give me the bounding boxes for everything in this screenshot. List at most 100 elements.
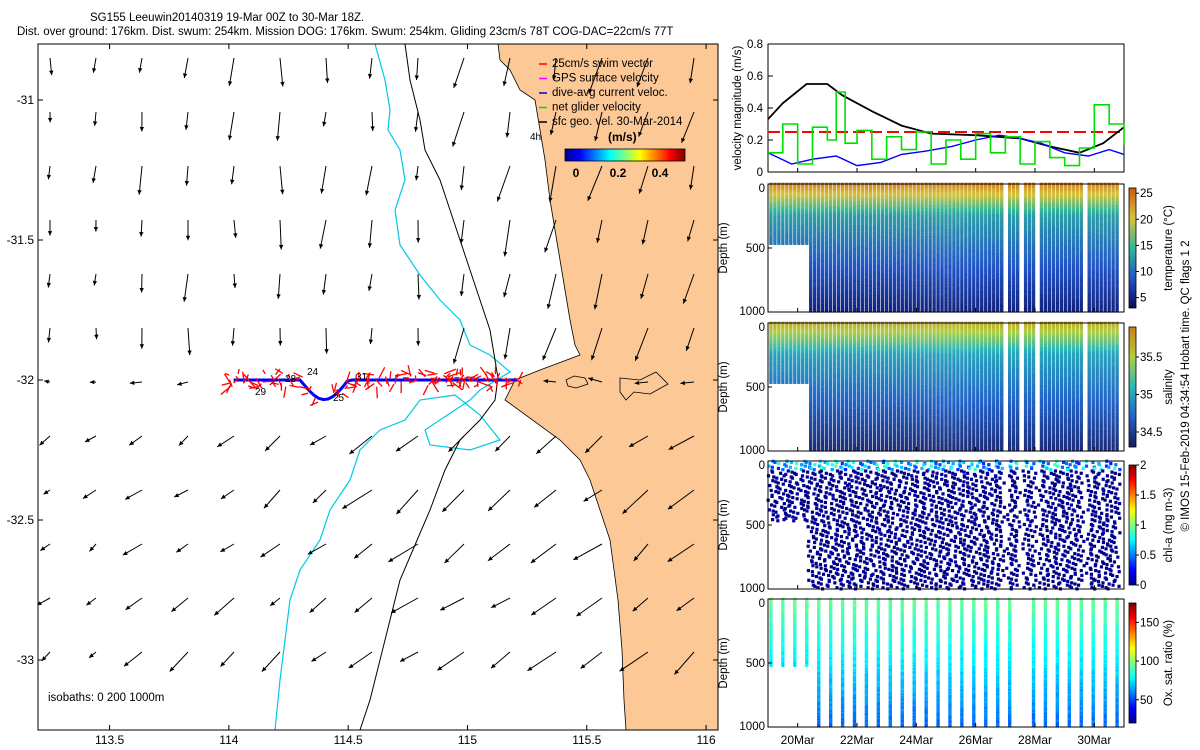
geo-velocity-arrow (496, 165, 511, 202)
geo-velocity-arrow (451, 111, 465, 147)
swim-vector (345, 371, 351, 383)
geo-velocity-arrow (590, 327, 603, 361)
swim-vector (514, 377, 523, 385)
geo-velocity-arrow (688, 57, 695, 84)
colorbar-title: (m/s) (608, 130, 637, 144)
temperature-sample (793, 241, 797, 245)
isobath-note: isobaths: 0 200 1000m (48, 692, 164, 704)
geo-velocity-arrow (129, 380, 143, 385)
swim-vector (394, 373, 399, 379)
temperature-sample (773, 241, 777, 245)
track-day-label-5: 4h (530, 132, 541, 143)
swim-vector (434, 379, 442, 385)
swim-vector (289, 384, 300, 389)
temperature-sample (852, 309, 857, 313)
swim-vector (288, 378, 294, 386)
swim-vector (331, 384, 335, 394)
geo-velocity-arrow (527, 651, 557, 672)
geo-velocity-arrow (139, 111, 145, 132)
temperature-sample (821, 309, 825, 313)
geo-velocity-arrow (227, 111, 235, 141)
geo-velocity-arrow (668, 435, 695, 450)
geo-velocity-arrow (638, 111, 649, 137)
swim-vector (333, 388, 341, 392)
swim-vector (220, 385, 232, 395)
velocity-series-3 (768, 91, 1125, 167)
geo-velocity-arrow (278, 219, 284, 250)
map-x-tick-label-4: 115.5 (572, 733, 601, 747)
geo-velocity-arrow (415, 327, 421, 346)
geo-velocity-arrow (503, 327, 511, 360)
geo-velocity-arrow (502, 57, 511, 87)
velocity-ylabel: velocity magnitude (m/s) (732, 46, 744, 171)
swim-vector (346, 386, 357, 389)
geo-velocity-arrow (93, 219, 99, 232)
geo-velocity-arrow (448, 435, 465, 453)
swim-vector (362, 372, 375, 376)
temperature-sample (848, 309, 853, 313)
geo-velocity-arrow (91, 165, 97, 183)
geo-velocity-arrow (88, 651, 97, 659)
geo-velocity-arrow (674, 651, 695, 675)
swim-vector (502, 383, 508, 387)
geo-velocity-arrow (319, 219, 327, 249)
colorbar-tick-0: 0 (573, 166, 580, 180)
swim-vector (488, 384, 494, 392)
swim-vector (442, 374, 453, 383)
swim-vector (355, 382, 362, 387)
geo-velocity-arrow (176, 543, 189, 553)
track-day-label-2: 24 (307, 367, 319, 378)
geo-velocity-arrow (459, 273, 465, 297)
temperature-sample (801, 241, 805, 245)
geo-velocity-arrow (452, 327, 465, 364)
colorbar-tick-2: 0.4 (652, 166, 669, 180)
geo-velocity-arrow (576, 597, 603, 617)
swim-vector (384, 376, 388, 384)
temperature-sample (777, 241, 781, 245)
swim-vector (517, 379, 522, 387)
swim-vector (466, 376, 476, 379)
temperature-sample (781, 241, 785, 245)
geo-velocity-arrow (353, 543, 373, 559)
geo-velocity-arrow (263, 489, 281, 509)
geo-velocity-arrow (632, 597, 649, 612)
geo-velocity-arrow (667, 489, 695, 510)
map-y-tick-label-4: -33 (17, 653, 35, 667)
temperature-sample (829, 309, 833, 313)
geo-velocity-arrow (40, 543, 51, 551)
geo-velocity-arrow (260, 543, 281, 558)
profile-panels: 00.20.40.60.8 velocity magnitude (m/s) 0… (718, 39, 1175, 747)
map-x-tick-label-0: 113.5 (95, 733, 124, 747)
geo-velocity-arrow (276, 273, 281, 299)
geo-velocity-arrow (367, 219, 373, 248)
geo-velocity-arrow (622, 489, 649, 514)
geo-velocity-arrow (307, 543, 327, 555)
geo-velocity-arrow (92, 57, 97, 73)
swim-vector (469, 373, 479, 380)
geo-velocity-arrow (173, 489, 189, 498)
geo-velocity-arrow (269, 597, 281, 607)
geo-velocity-arrow (390, 597, 419, 614)
geo-velocity-arrow (552, 57, 557, 81)
legend-item-3: net glider velocity (552, 102, 641, 114)
geo-velocity-arrow (681, 111, 695, 143)
geo-velocity-arrow (638, 165, 649, 194)
geo-velocity-arrow (370, 111, 375, 131)
map-y-tick-label-1: -31.5 (7, 233, 35, 247)
geo-velocity-arrow (686, 219, 695, 242)
geo-velocity-arrow (437, 651, 465, 671)
geo-velocity-arrow (178, 435, 189, 446)
geo-velocity-arrow (503, 219, 511, 257)
swim-vector (455, 368, 459, 376)
track-day-label-0: 29 (255, 387, 267, 398)
map-y-tick-label-0: -31 (17, 93, 35, 107)
geo-velocity-arrow (139, 273, 144, 293)
swim-vector (424, 369, 435, 374)
temperature-sample (860, 309, 865, 313)
map-y-tick-label-2: -32 (17, 373, 35, 387)
swim-vector (465, 376, 473, 383)
geo-velocity-arrow (530, 543, 557, 564)
geo-velocity-arrow (593, 273, 603, 310)
track-day-label-3: 25 (333, 393, 345, 404)
